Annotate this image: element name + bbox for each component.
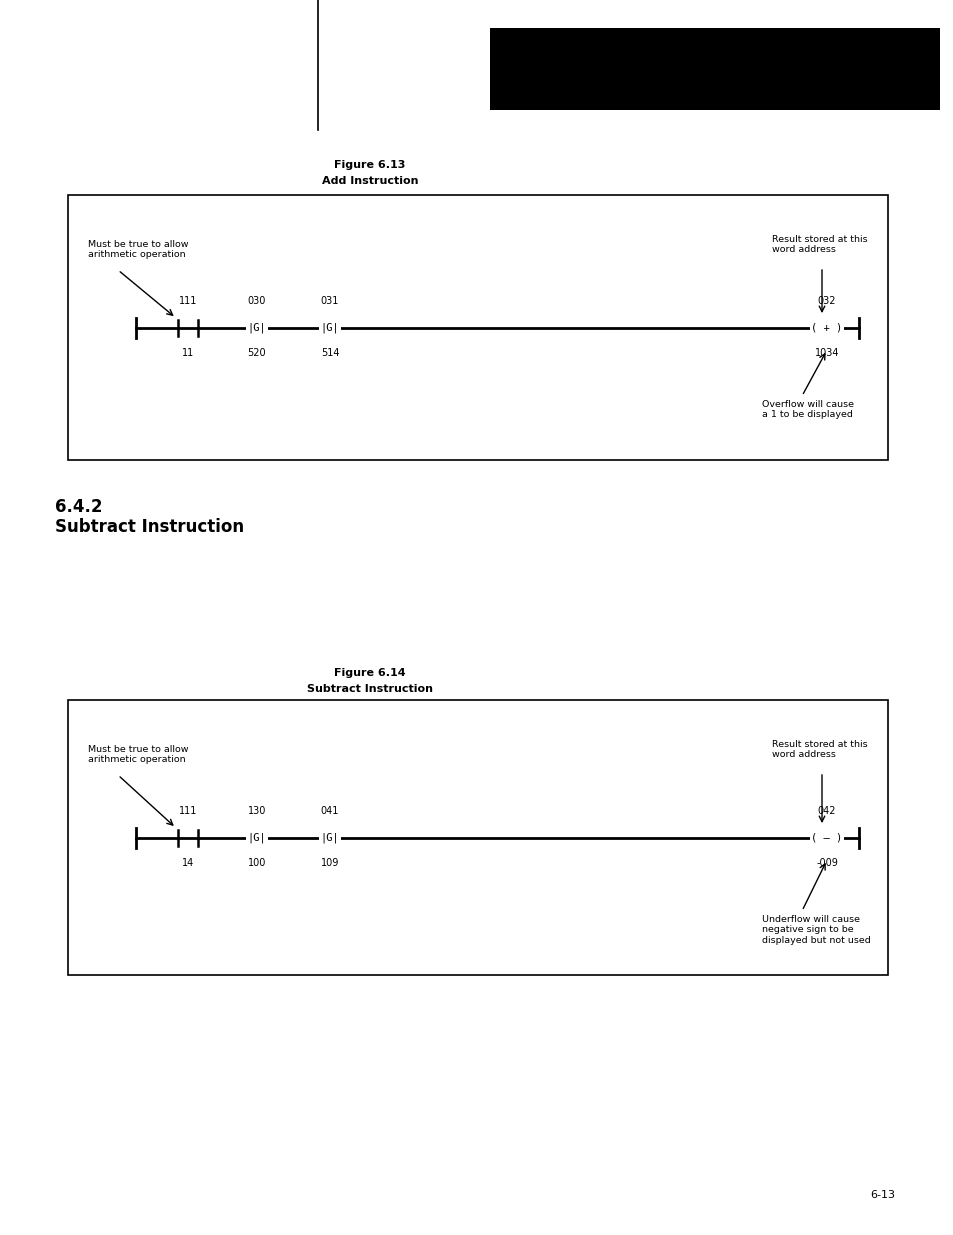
Text: 042: 042 <box>817 806 836 816</box>
Text: Subtract Instruction: Subtract Instruction <box>307 684 433 694</box>
Text: 6.4.2: 6.4.2 <box>55 498 102 516</box>
Text: 111: 111 <box>178 806 197 816</box>
Text: Result stored at this
word address: Result stored at this word address <box>771 740 866 760</box>
Text: Overflow will cause
a 1 to be displayed: Overflow will cause a 1 to be displayed <box>761 400 853 420</box>
Text: |G|: |G| <box>248 322 266 333</box>
Text: 6-13: 6-13 <box>869 1191 894 1200</box>
Text: Subtract Instruction: Subtract Instruction <box>55 517 244 536</box>
Text: 111: 111 <box>178 296 197 306</box>
Text: 130: 130 <box>248 806 266 816</box>
Text: 514: 514 <box>320 348 339 358</box>
Text: Figure 6.14: Figure 6.14 <box>334 668 405 678</box>
Text: 030: 030 <box>248 296 266 306</box>
Text: |G|: |G| <box>320 322 339 333</box>
Text: 100: 100 <box>248 858 266 868</box>
Text: Underflow will cause
negative sign to be
displayed but not used: Underflow will cause negative sign to be… <box>761 915 870 945</box>
Text: Chapter 6: Chapter 6 <box>507 49 577 63</box>
Bar <box>490 28 939 110</box>
Text: 14: 14 <box>182 858 193 868</box>
Text: 032: 032 <box>817 296 836 306</box>
Text: Add Instruction: Add Instruction <box>321 177 417 186</box>
Text: Must be true to allow
arithmetic operation: Must be true to allow arithmetic operati… <box>88 240 189 259</box>
Bar <box>68 700 887 974</box>
Text: Result stored at this
word address: Result stored at this word address <box>771 235 866 254</box>
Text: ( – ): ( – ) <box>810 832 841 844</box>
Text: Figure 6.13: Figure 6.13 <box>334 161 405 170</box>
Text: |G|: |G| <box>320 832 339 844</box>
Text: 041: 041 <box>320 806 339 816</box>
Text: Data Manipulation Instructions: Data Manipulation Instructions <box>507 74 679 84</box>
Text: 109: 109 <box>320 858 339 868</box>
Text: -009: -009 <box>815 858 837 868</box>
Text: 11: 11 <box>182 348 193 358</box>
Bar <box>68 195 887 459</box>
Text: ( + ): ( + ) <box>810 324 841 333</box>
Text: Must be true to allow
arithmetic operation: Must be true to allow arithmetic operati… <box>88 745 189 764</box>
Text: 1034: 1034 <box>814 348 839 358</box>
Text: 031: 031 <box>320 296 339 306</box>
Text: |G|: |G| <box>248 832 266 844</box>
Text: 520: 520 <box>248 348 266 358</box>
